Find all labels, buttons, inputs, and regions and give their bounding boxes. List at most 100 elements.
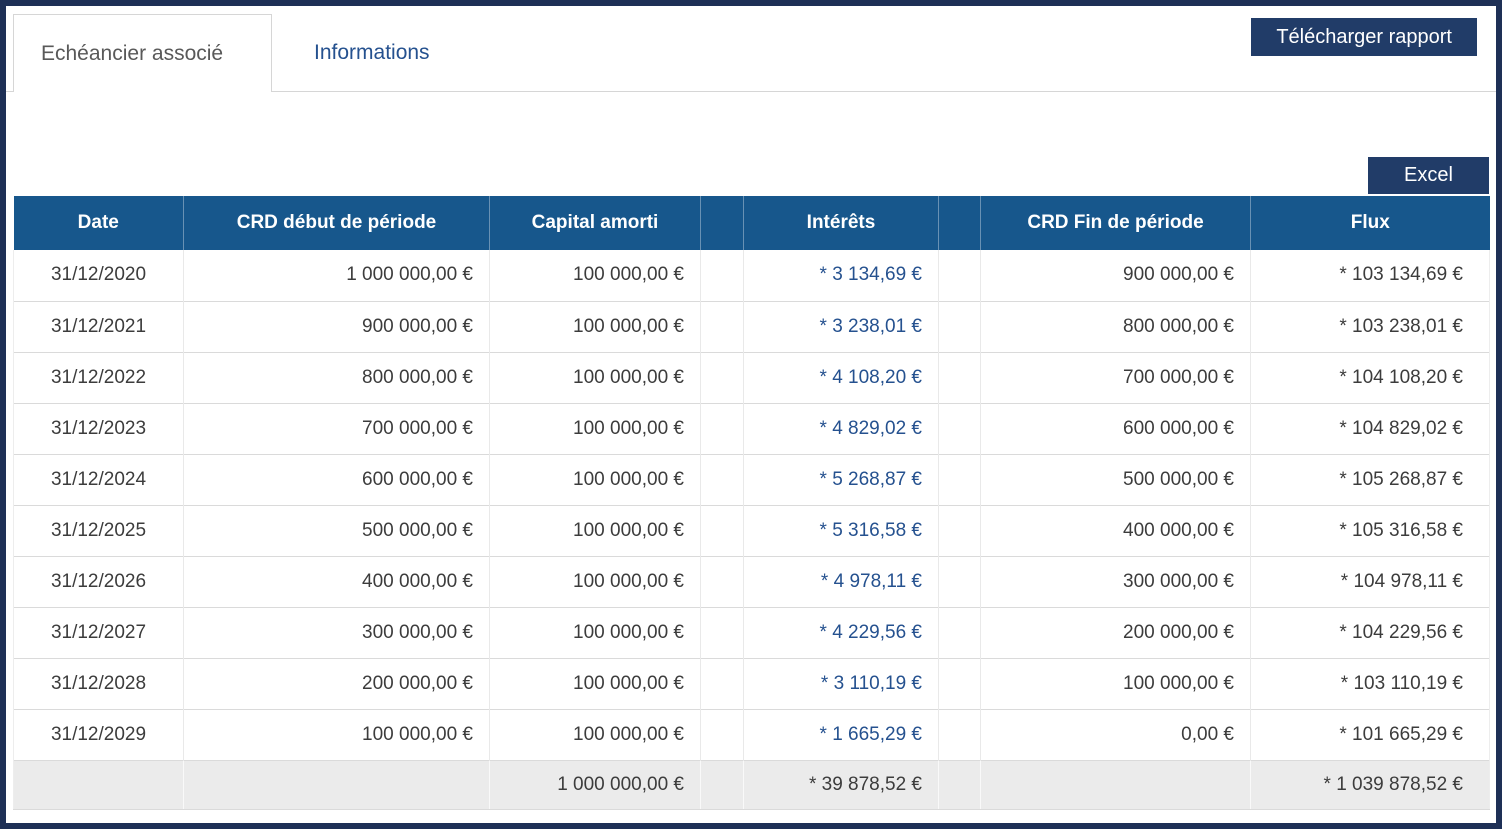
cell-crd-fin: 900 000,00 €	[981, 250, 1251, 301]
cell-capital-amorti: 100 000,00 €	[490, 607, 701, 658]
cell-spacer	[701, 403, 744, 454]
cell-crd-fin: 400 000,00 €	[981, 505, 1251, 556]
cell-capital-amorti: 100 000,00 €	[490, 250, 701, 301]
cell-crd-fin: 0,00 €	[981, 709, 1251, 760]
cell-spacer	[939, 556, 981, 607]
col-header-flux: Flux	[1251, 196, 1490, 250]
cell-capital-amorti: 100 000,00 €	[490, 454, 701, 505]
col-header-crd-fin: CRD Fin de période	[981, 196, 1251, 250]
total-cell-crd-debut	[184, 760, 490, 809]
table-header: Date CRD début de période Capital amorti…	[14, 196, 1490, 250]
cell-spacer	[701, 352, 744, 403]
cell-crd-fin: 300 000,00 €	[981, 556, 1251, 607]
cell-flux: * 105 316,58 €	[1251, 505, 1490, 556]
table-row: 31/12/2025 500 000,00 € 100 000,00 € * 5…	[14, 505, 1490, 556]
cell-interets: * 4 829,02 €	[744, 403, 939, 454]
total-cell-date	[14, 760, 184, 809]
table-footer: 1 000 000,00 € * 39 878,52 € * 1 039 878…	[14, 760, 1490, 809]
cell-interets: * 4 978,11 €	[744, 556, 939, 607]
table-body: 31/12/2020 1 000 000,00 € 100 000,00 € *…	[14, 250, 1490, 760]
tab-echeancier-associe[interactable]: Echéancier associé	[13, 14, 272, 92]
table-row: 31/12/2024 600 000,00 € 100 000,00 € * 5…	[14, 454, 1490, 505]
cell-crd-fin: 800 000,00 €	[981, 301, 1251, 352]
total-cell-crd-fin	[981, 760, 1251, 809]
col-header-spacer-1	[701, 196, 744, 250]
cell-flux: * 105 268,87 €	[1251, 454, 1490, 505]
table-row: 31/12/2027 300 000,00 € 100 000,00 € * 4…	[14, 607, 1490, 658]
cell-crd-fin: 700 000,00 €	[981, 352, 1251, 403]
cell-capital-amorti: 100 000,00 €	[490, 301, 701, 352]
table-row: 31/12/2029 100 000,00 € 100 000,00 € * 1…	[14, 709, 1490, 760]
cell-interets: * 3 238,01 €	[744, 301, 939, 352]
cell-date: 31/12/2023	[14, 403, 184, 454]
total-cell-spacer	[939, 760, 981, 809]
cell-spacer	[939, 709, 981, 760]
col-header-capital-amorti: Capital amorti	[490, 196, 701, 250]
col-header-date: Date	[14, 196, 184, 250]
col-header-spacer-2	[939, 196, 981, 250]
cell-spacer	[939, 454, 981, 505]
total-cell-flux: * 1 039 878,52 €	[1251, 760, 1490, 809]
cell-date: 31/12/2022	[14, 352, 184, 403]
cell-spacer	[939, 352, 981, 403]
col-header-crd-debut: CRD début de période	[184, 196, 490, 250]
table-header-row: Date CRD début de période Capital amorti…	[14, 196, 1490, 250]
cell-spacer	[701, 709, 744, 760]
cell-capital-amorti: 100 000,00 €	[490, 556, 701, 607]
cell-capital-amorti: 100 000,00 €	[490, 505, 701, 556]
total-cell-interets: * 39 878,52 €	[744, 760, 939, 809]
table-row: 31/12/2026 400 000,00 € 100 000,00 € * 4…	[14, 556, 1490, 607]
table-row: 31/12/2021 900 000,00 € 100 000,00 € * 3…	[14, 301, 1490, 352]
cell-date: 31/12/2025	[14, 505, 184, 556]
cell-spacer	[939, 505, 981, 556]
cell-capital-amorti: 100 000,00 €	[490, 709, 701, 760]
cell-flux: * 104 229,56 €	[1251, 607, 1490, 658]
cell-date: 31/12/2029	[14, 709, 184, 760]
cell-crd-debut: 1 000 000,00 €	[184, 250, 490, 301]
excel-export-button[interactable]: Excel	[1368, 157, 1489, 194]
cell-interets: * 4 108,20 €	[744, 352, 939, 403]
cell-spacer	[939, 403, 981, 454]
cell-interets: * 5 316,58 €	[744, 505, 939, 556]
page: Echéancier associé Informations Téléchar…	[6, 6, 1496, 823]
tab-informations[interactable]: Informations	[272, 14, 472, 91]
cell-spacer	[701, 556, 744, 607]
cell-crd-fin: 500 000,00 €	[981, 454, 1251, 505]
cell-spacer	[939, 250, 981, 301]
cell-spacer	[701, 607, 744, 658]
cell-spacer	[701, 250, 744, 301]
cell-flux: * 103 110,19 €	[1251, 658, 1490, 709]
cell-crd-debut: 700 000,00 €	[184, 403, 490, 454]
tab-bar: Echéancier associé Informations Téléchar…	[6, 6, 1496, 92]
cell-flux: * 104 978,11 €	[1251, 556, 1490, 607]
cell-flux: * 104 108,20 €	[1251, 352, 1490, 403]
cell-spacer	[701, 658, 744, 709]
cell-spacer	[939, 301, 981, 352]
cell-spacer	[939, 658, 981, 709]
cell-date: 31/12/2020	[14, 250, 184, 301]
cell-date: 31/12/2028	[14, 658, 184, 709]
cell-flux: * 103 134,69 €	[1251, 250, 1490, 301]
cell-date: 31/12/2027	[14, 607, 184, 658]
cell-crd-debut: 500 000,00 €	[184, 505, 490, 556]
table-row: 31/12/2020 1 000 000,00 € 100 000,00 € *…	[14, 250, 1490, 301]
cell-interets: * 4 229,56 €	[744, 607, 939, 658]
cell-date: 31/12/2026	[14, 556, 184, 607]
table-row: 31/12/2028 200 000,00 € 100 000,00 € * 3…	[14, 658, 1490, 709]
cell-crd-debut: 900 000,00 €	[184, 301, 490, 352]
cell-crd-debut: 800 000,00 €	[184, 352, 490, 403]
cell-crd-debut: 100 000,00 €	[184, 709, 490, 760]
table-row: 31/12/2022 800 000,00 € 100 000,00 € * 4…	[14, 352, 1490, 403]
cell-interets: * 3 134,69 €	[744, 250, 939, 301]
cell-crd-debut: 400 000,00 €	[184, 556, 490, 607]
cell-crd-fin: 200 000,00 €	[981, 607, 1251, 658]
cell-spacer	[701, 505, 744, 556]
amortization-table: Date CRD début de période Capital amorti…	[13, 196, 1490, 810]
cell-crd-debut: 200 000,00 €	[184, 658, 490, 709]
total-cell-spacer	[701, 760, 744, 809]
cell-crd-fin: 100 000,00 €	[981, 658, 1251, 709]
download-report-button[interactable]: Télécharger rapport	[1251, 18, 1477, 56]
cell-crd-debut: 300 000,00 €	[184, 607, 490, 658]
cell-capital-amorti: 100 000,00 €	[490, 352, 701, 403]
cell-date: 31/12/2021	[14, 301, 184, 352]
